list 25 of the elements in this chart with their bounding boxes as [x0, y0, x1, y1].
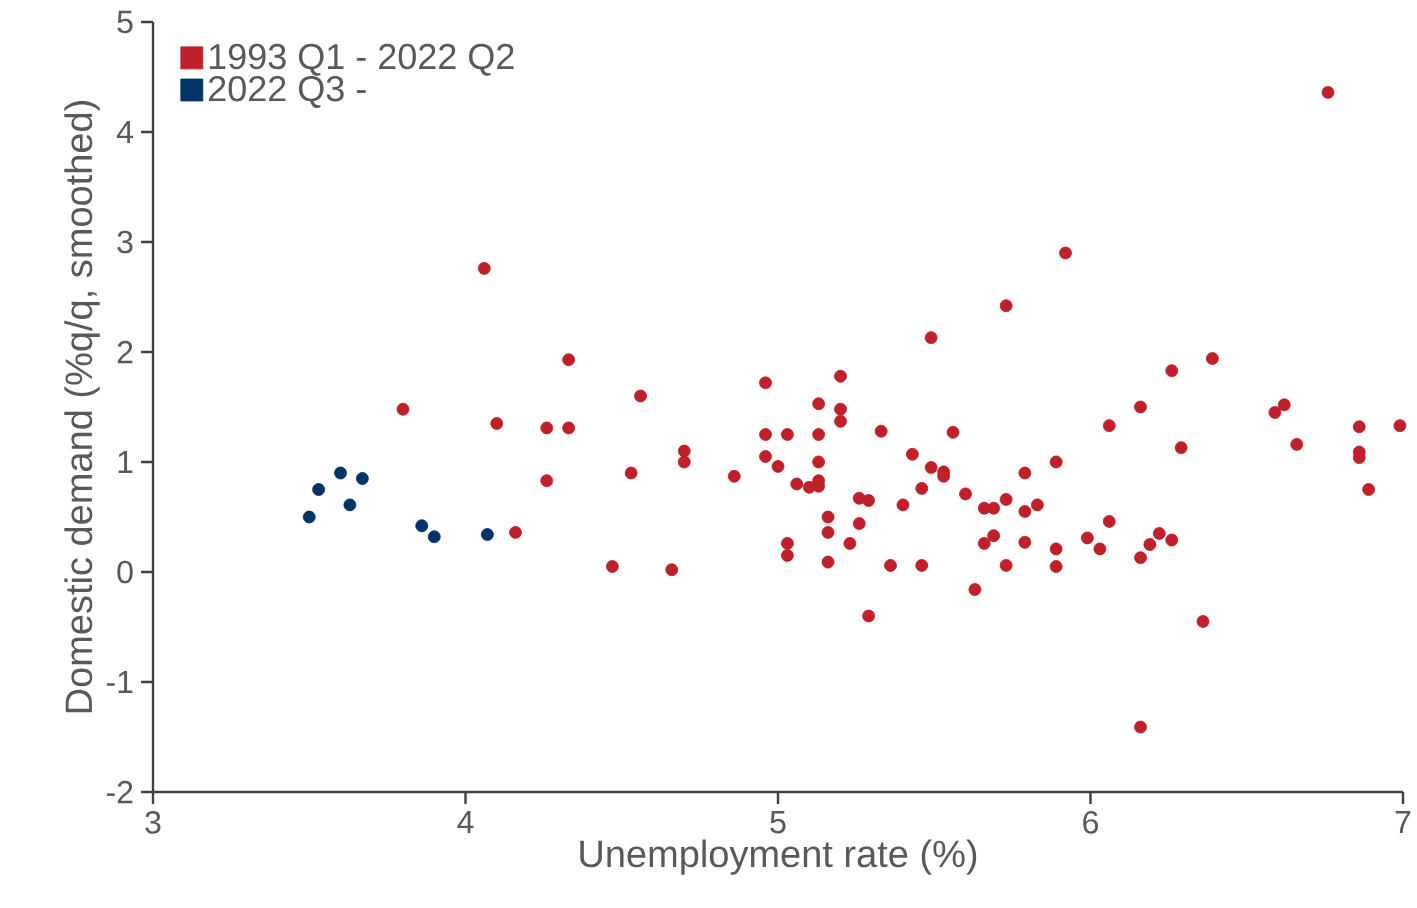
point	[334, 466, 347, 480]
point	[302, 510, 316, 524]
y-tick-label: 0	[117, 560, 133, 584]
x-tick-label: 3	[145, 811, 161, 834]
legend-label: 2022 Q3 -	[209, 75, 366, 108]
x-tick-label: 5	[770, 811, 786, 834]
point	[312, 483, 326, 496]
x-axis-title: Unemployment rate (%)	[580, 839, 977, 875]
y-tick-label: 3	[117, 230, 133, 254]
y-tick-label: 1	[118, 450, 133, 473]
y-tick-label: 5	[117, 10, 133, 34]
x-tick-label: 7	[1395, 811, 1411, 834]
x-tick-label: 6	[1083, 811, 1098, 834]
point	[343, 498, 357, 512]
legend-label: 1993 Q1 - 2022 Q2	[209, 43, 514, 76]
x-tick-label: 4	[457, 811, 474, 834]
point	[355, 472, 369, 485]
y-tick-label: -2	[106, 780, 133, 804]
y-axis-title: Domestic demand (%q/q, smoothed)	[64, 101, 100, 713]
point	[480, 528, 494, 541]
point	[415, 519, 429, 533]
y-tick-label: 2	[117, 340, 133, 364]
y-tick-label: 4	[116, 120, 133, 144]
y-tick-label: -1	[106, 670, 133, 693]
point	[427, 530, 441, 544]
